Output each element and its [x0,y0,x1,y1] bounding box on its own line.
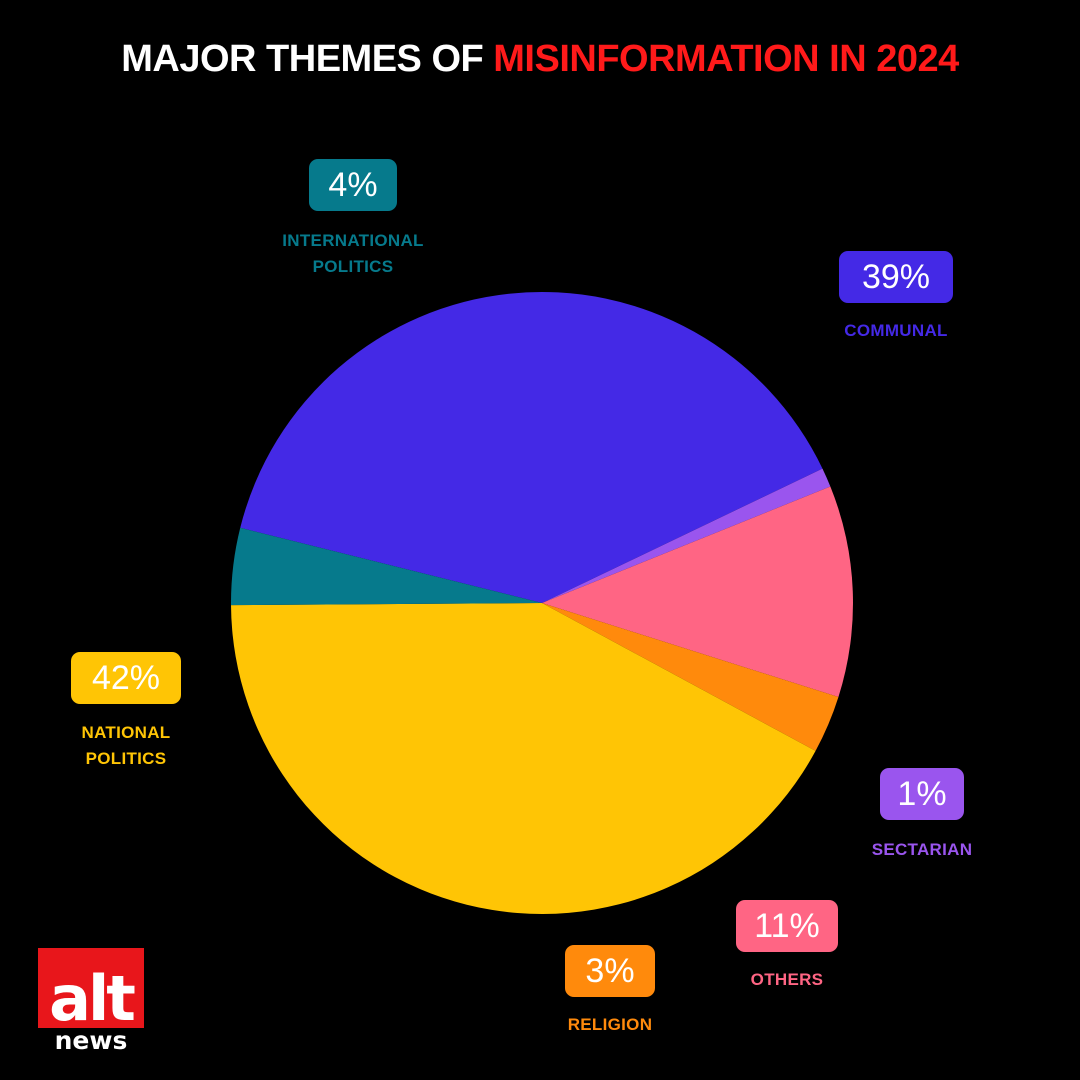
value-badge-communal: 39% [839,251,953,303]
slice-label-others-text: OTHERS [750,970,824,989]
value-badge-religion: 3% [565,945,655,997]
pie-slice-others [542,486,853,698]
pie-slice-national-politics [231,603,816,914]
value-badge-national-politics: 42% [71,652,181,704]
pie-slice-communal [240,292,823,603]
slice-label-religion: RELIGION [530,1012,690,1038]
value-badge-sectarian: 1% [880,768,964,820]
title-part-1: MAJOR THEMES OF [121,38,494,80]
pie-slice-sectarian [542,468,831,603]
label-line: POLITICS [85,749,167,768]
title-part-2: MISINFORMATION IN 2024 [493,38,959,80]
label-line: NATIONAL [81,723,171,742]
alt-news-logo: alt news [38,948,144,1054]
value-badge-others: 11% [736,900,838,952]
slice-label-international-politics: INTERNATIONAL POLITICS [258,228,448,280]
slice-label-national-politics: NATIONAL POLITICS [46,720,206,772]
value-badge-international-politics: 4% [309,159,397,211]
chart-title: MAJOR THEMES OF MISINFORMATION IN 2024 [0,38,1080,81]
slice-label-sectarian-text: SECTARIAN [871,840,973,859]
slice-label-others: OTHERS [707,967,867,993]
label-line: INTERNATIONAL [282,231,424,250]
pie-slice-international-politics [231,527,542,606]
slice-label-sectarian: SECTARIAN [842,837,1002,863]
label-line: POLITICS [312,257,394,276]
pie-slice-religion [542,603,839,751]
slice-label-communal: COMMUNAL [816,318,976,344]
logo-top-text: alt [49,962,135,1035]
slice-label-communal-text: COMMUNAL [844,321,948,340]
logo-bottom-text: news [55,1026,128,1054]
slice-label-religion-text: RELIGION [567,1015,653,1034]
